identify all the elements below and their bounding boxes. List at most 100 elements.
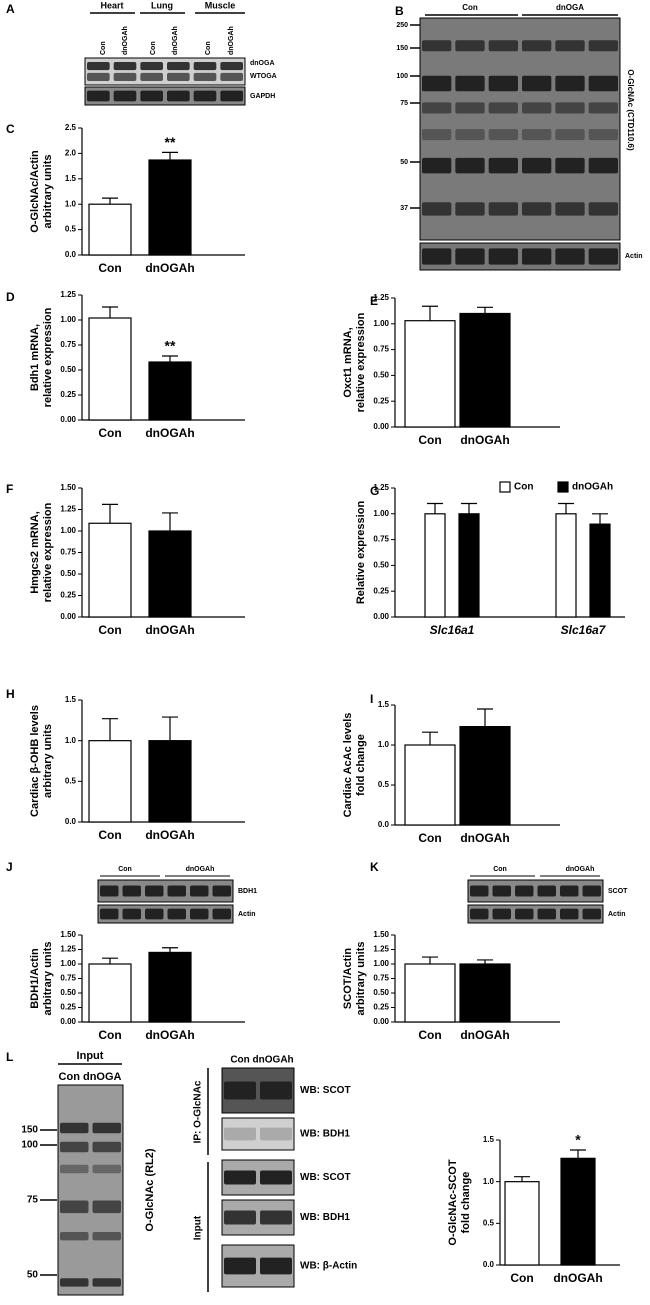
blot-band	[455, 40, 485, 52]
blot-band	[555, 40, 585, 52]
y-tick-label: 0.75	[373, 974, 389, 983]
blot-band	[422, 248, 452, 265]
bar	[148, 951, 192, 1023]
panel-letter: J	[6, 860, 13, 874]
y-tick-label: 1.50	[373, 930, 389, 939]
y-axis-label: fold change	[460, 1172, 472, 1234]
antibody-label: O-GlcNAc (CTD110.6)	[626, 69, 635, 151]
band-label: BDH1	[238, 888, 257, 895]
blot-band	[588, 248, 618, 265]
lane-label: dnOGAh	[122, 26, 129, 55]
blot-band	[92, 1278, 121, 1287]
lane-label: Con	[150, 41, 157, 55]
y-axis-label: Bdh1 mRNA,	[29, 324, 41, 391]
blot-band	[588, 129, 618, 141]
marker-label: 150	[396, 45, 408, 52]
panel-letter: G	[370, 484, 379, 498]
y-tick-label: 0.25	[373, 396, 389, 405]
blot-band	[60, 1164, 89, 1174]
y-axis-label: relative expression	[42, 307, 54, 407]
panel-letter: B	[395, 4, 404, 18]
band-label: Actin	[238, 911, 256, 918]
blot-band	[555, 102, 585, 114]
y-tick-label: 0.25	[373, 586, 389, 595]
blot-band	[455, 102, 485, 114]
y-axis-label: arbitrary units	[42, 155, 54, 229]
blot-band	[588, 202, 618, 216]
y-tick-label: 1.25	[373, 945, 389, 954]
band-label: Actin	[608, 911, 626, 918]
y-tick-label: 0.00	[60, 1017, 76, 1026]
x-tick-label: dnOGAh	[553, 1271, 602, 1285]
blot-band	[488, 157, 518, 174]
blot-band	[100, 908, 119, 920]
blot-band	[422, 202, 452, 216]
y-tick-label: 1.00	[60, 315, 76, 324]
bracket-label: Input	[193, 1215, 204, 1240]
blot	[419, 242, 621, 271]
error-bar	[422, 956, 438, 964]
blot-band	[560, 908, 579, 920]
y-axis-label: BDH1/Actin	[29, 948, 41, 1009]
panel-letter: K	[370, 860, 379, 874]
y-tick-label: 0.50	[60, 365, 76, 374]
y-tick-label: 0.25	[373, 1003, 389, 1012]
blot-band	[122, 908, 141, 920]
y-tick-label: 0.50	[373, 561, 389, 570]
blot-band	[260, 1081, 292, 1100]
blot-band	[220, 62, 243, 71]
blot-band	[92, 1232, 121, 1241]
blot-band	[60, 1200, 89, 1214]
y-tick-label: 1.25	[373, 293, 389, 302]
group-label: Con	[462, 3, 478, 12]
wb-label: WB: SCOT	[300, 1172, 351, 1183]
y-tick-label: 1.0	[483, 1177, 495, 1186]
blot-band	[470, 908, 489, 920]
input-title: Input	[77, 1050, 104, 1062]
blot-band	[488, 102, 518, 114]
y-tick-label: 0.25	[60, 390, 76, 399]
y-tick-label: 0.00	[60, 612, 76, 621]
y-tick-label: 0.50	[373, 371, 389, 380]
y-axis-label: Cardiac β-OHB levels	[29, 705, 41, 817]
error-bar	[558, 502, 574, 514]
band-label: dnOGA	[250, 60, 275, 67]
x-tick-label: Con	[98, 426, 121, 440]
error-bar	[477, 959, 493, 964]
bar	[560, 1157, 596, 1266]
wb-label: WB: BDH1	[300, 1129, 350, 1140]
y-tick-label: 0.25	[60, 591, 76, 600]
x-tick-label: Con	[418, 433, 441, 447]
band-label: SCOT	[608, 888, 628, 895]
blot-band	[145, 885, 164, 897]
blot-band	[193, 72, 217, 81]
y-tick-label: 1.5	[65, 174, 77, 183]
y-tick-label: 0.5	[65, 225, 77, 234]
y-axis-label: Hmgcs2 mRNA,	[29, 511, 41, 594]
y-tick-label: 1.0	[378, 740, 390, 749]
bar	[404, 320, 456, 428]
y-tick-label: 1.25	[373, 483, 389, 492]
y-tick-label: 0.25	[60, 1003, 76, 1012]
blot-band	[113, 62, 137, 71]
lane-label: Con dnOGA	[59, 1071, 122, 1083]
x-tick-label: dnOGAh	[145, 623, 194, 637]
x-tick-label: Con	[418, 1028, 441, 1042]
x-tick-label: Con	[98, 261, 121, 275]
band-label: Actin	[625, 253, 643, 260]
y-tick-label: 0.0	[483, 1260, 495, 1269]
y-tick-label: 1.0	[65, 736, 77, 745]
error-bar	[427, 502, 443, 514]
y-tick-label: 1.50	[60, 930, 76, 939]
bar	[589, 523, 611, 618]
y-tick-label: 1.0	[65, 199, 77, 208]
x-tick-label: Con	[98, 623, 121, 637]
blot	[84, 57, 246, 86]
significance-label: **	[165, 338, 176, 354]
blot-band	[60, 1232, 89, 1241]
blot-band	[515, 885, 534, 897]
error-bar	[461, 502, 477, 514]
panel-letter: I	[370, 692, 373, 706]
bar	[88, 963, 132, 1023]
